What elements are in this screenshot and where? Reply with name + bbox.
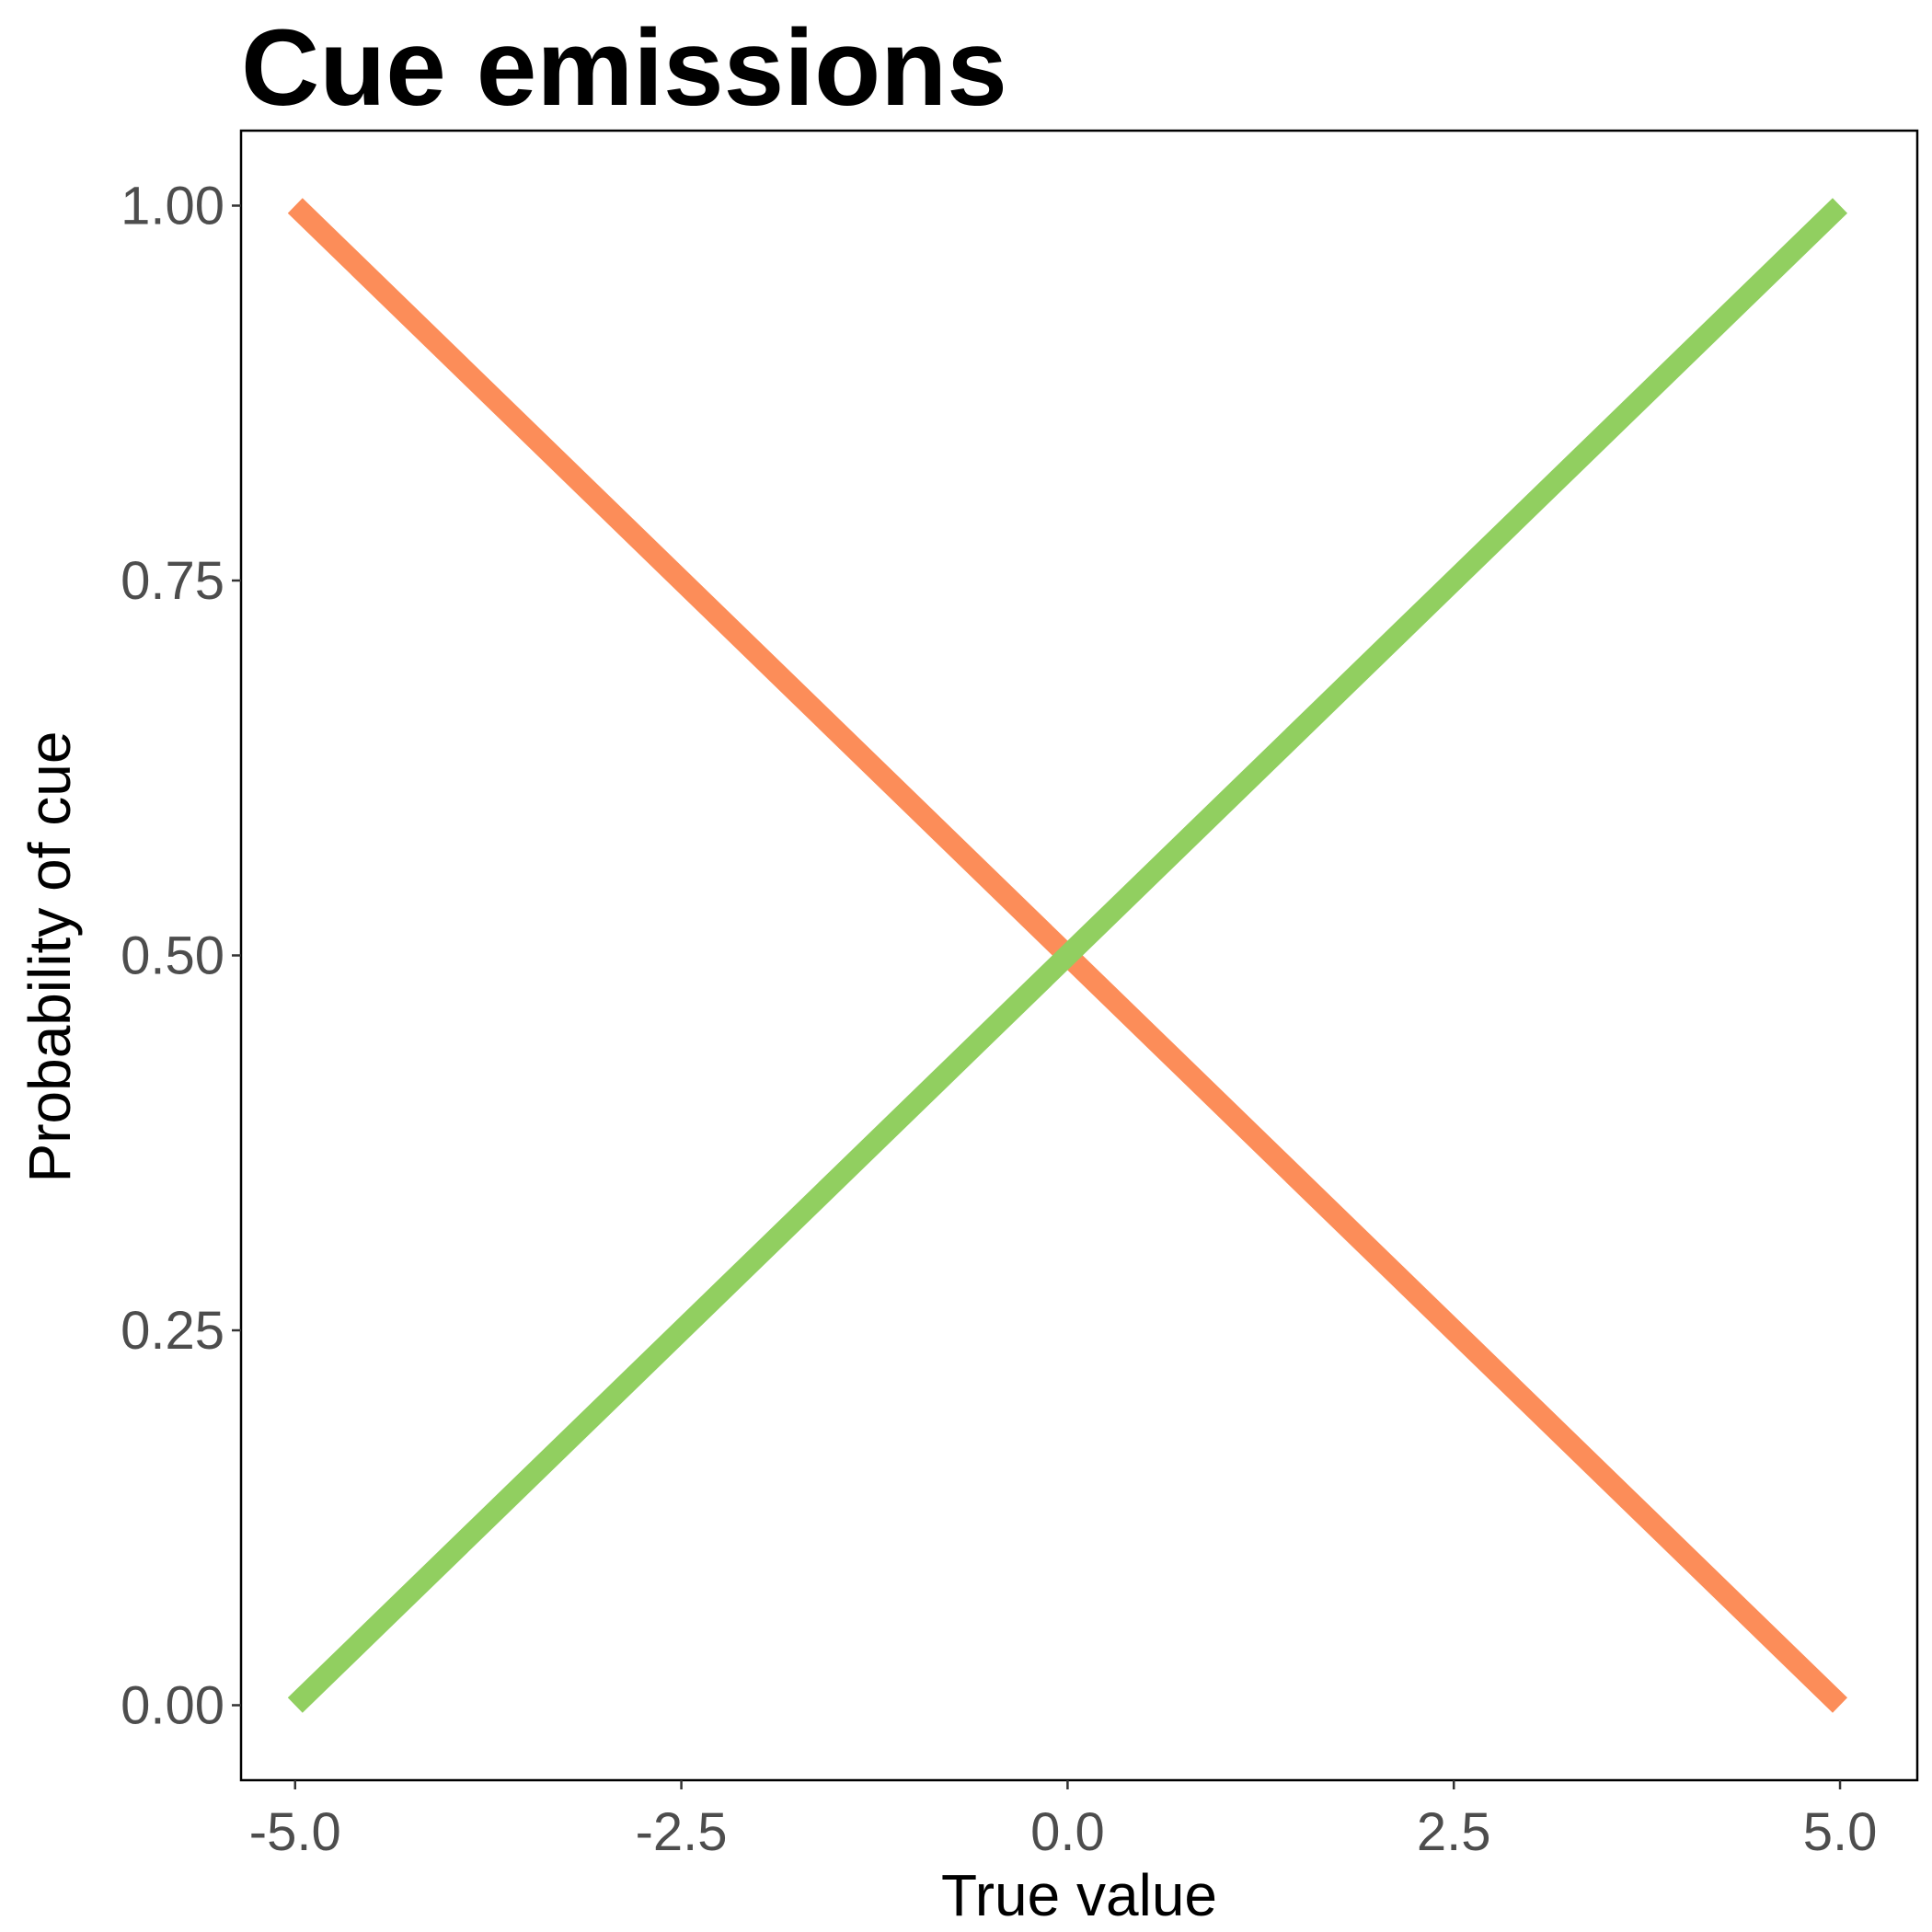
x-tick-label: -5.0 xyxy=(249,1802,341,1862)
series-layer xyxy=(287,198,1848,1713)
series-line xyxy=(287,198,1848,1713)
y-tick-label: 0.75 xyxy=(121,551,224,611)
x-tick-label: 2.5 xyxy=(1417,1802,1491,1862)
x-tick-label: 5.0 xyxy=(1803,1802,1878,1862)
y-tick-label: 0.25 xyxy=(121,1301,224,1361)
x-axis: -5.0 -2.5 0.0 2.5 5.0 xyxy=(249,1780,1878,1862)
chart-title: Cue emissions xyxy=(241,7,1007,129)
y-tick-label: 0.50 xyxy=(121,926,224,986)
x-axis-label: True value xyxy=(941,1862,1217,1928)
y-axis-label: Probability of cue xyxy=(17,731,83,1183)
y-tick-label: 0.00 xyxy=(121,1676,224,1736)
y-tick-label: 1.00 xyxy=(121,177,224,236)
x-tick-label: -2.5 xyxy=(636,1802,728,1862)
y-axis: 0.00 0.25 0.50 0.75 1.00 xyxy=(121,177,241,1736)
x-tick-label: 0.0 xyxy=(1030,1802,1105,1862)
